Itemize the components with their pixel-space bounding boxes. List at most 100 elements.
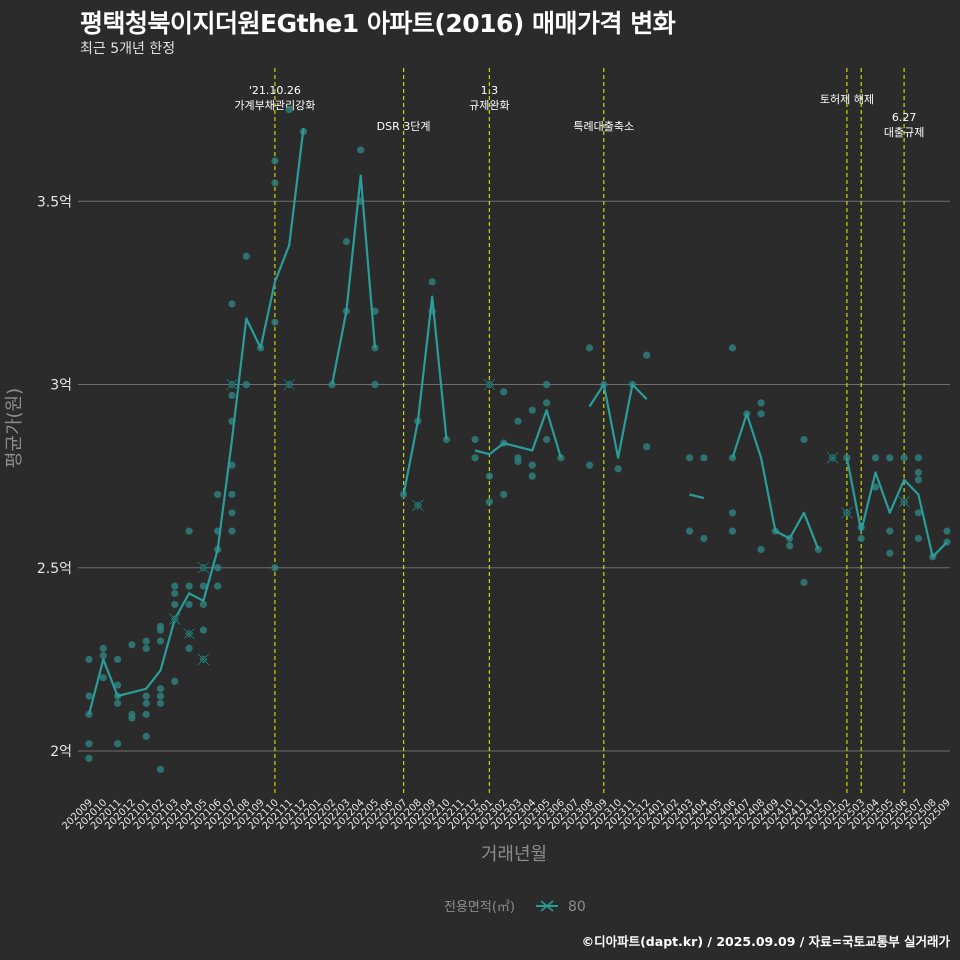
- series-line-segment: [845, 457, 948, 558]
- x-marker: [225, 378, 239, 391]
- transaction-point: [228, 391, 236, 400]
- x-marker-accent: [283, 378, 295, 391]
- transaction-point: [85, 692, 93, 700]
- event-annotation: 1.3 규제완화: [469, 84, 509, 112]
- transaction-point: [471, 435, 479, 444]
- transaction-point: [514, 457, 522, 466]
- event-annotation-line: 특례대출축소: [573, 120, 634, 133]
- transaction-point: [886, 549, 894, 557]
- transaction-point: [156, 692, 165, 700]
- transaction-point: [85, 754, 93, 762]
- x-marker: [840, 506, 853, 519]
- transaction-point: [557, 454, 565, 462]
- transaction-point: [914, 468, 923, 477]
- transaction-point: [342, 237, 350, 246]
- chart-subtitle: 최근 5개년 한정: [80, 41, 176, 57]
- transaction-point: [371, 380, 379, 389]
- transaction-point: [99, 644, 107, 653]
- transaction-point: [271, 564, 279, 572]
- transaction-point: [614, 465, 622, 473]
- transaction-point: [156, 685, 165, 693]
- transaction-point: [886, 454, 894, 462]
- grid-lines: [78, 200, 950, 752]
- y-axis-ticks: 2억 2.5억 3억 3.5억: [37, 194, 72, 760]
- transaction-point: [285, 106, 293, 114]
- transaction-point: [171, 582, 179, 590]
- transaction-point: [528, 406, 536, 414]
- transaction-point: [185, 582, 193, 590]
- transaction-point: [85, 740, 93, 748]
- transaction-point: [871, 454, 880, 462]
- y-axis-title: 평균가(원): [4, 388, 25, 468]
- transaction-point: [142, 699, 150, 707]
- x-marker-accent: [841, 507, 853, 519]
- transaction-point: [686, 527, 694, 535]
- event-annotation: DSR 3단계: [377, 120, 431, 133]
- transaction-point: [543, 399, 551, 407]
- transaction-point: [914, 509, 923, 517]
- transaction-point: [485, 472, 493, 480]
- transaction-point: [643, 443, 651, 451]
- series-line-segment: [402, 295, 448, 495]
- transaction-point: [142, 637, 150, 645]
- event-annotation: 특례대출축소: [573, 120, 634, 133]
- transaction-point: [914, 454, 923, 462]
- transaction-point: [99, 674, 107, 682]
- x-marker: [197, 653, 210, 666]
- x-marker: [898, 495, 911, 508]
- transaction-point: [800, 435, 808, 444]
- transaction-point: [757, 545, 765, 554]
- event-annotation: '21.10.26 가계부채관리강화: [234, 84, 315, 112]
- transaction-point: [357, 146, 365, 154]
- x-marker: [411, 499, 424, 512]
- x-marker-accent: [183, 627, 195, 640]
- transaction-point: [199, 600, 207, 609]
- transaction-point: [156, 637, 165, 645]
- transaction-point: [700, 534, 708, 543]
- transaction-point: [114, 681, 122, 689]
- transaction-point: [128, 714, 136, 722]
- x-marker-accent: [169, 613, 181, 625]
- x-markers: [168, 378, 911, 666]
- transaction-point: [242, 380, 250, 389]
- event-annotation-line: DSR 3단계: [377, 120, 431, 133]
- y-tick-label: 2억: [50, 744, 72, 760]
- x-marker-accent: [898, 496, 910, 508]
- transaction-point: [700, 454, 708, 462]
- event-annotation-line: 토허제 해제: [820, 92, 874, 106]
- transaction-point: [185, 600, 193, 609]
- transaction-point: [728, 454, 737, 462]
- transaction-point: [185, 527, 193, 535]
- x-marker: [183, 627, 196, 640]
- y-tick-label: 2.5억: [37, 561, 72, 577]
- transaction-point: [757, 410, 765, 418]
- transaction-point: [271, 157, 279, 165]
- transaction-point: [114, 655, 122, 663]
- event-annotation-line: 6.27: [892, 111, 917, 124]
- event-annotation: 6.27 대출규제: [884, 111, 924, 139]
- transaction-point: [428, 278, 436, 286]
- transaction-point: [585, 461, 594, 469]
- transaction-point: [543, 435, 551, 444]
- event-annotation-line: 가계부채관리강화: [234, 99, 315, 112]
- transaction-point: [228, 490, 236, 499]
- transaction-point: [528, 461, 536, 469]
- transaction-point: [185, 644, 193, 653]
- series-line-segment: [588, 383, 648, 459]
- legend-title: 전용면적(㎡): [444, 900, 515, 915]
- transaction-point: [142, 692, 150, 700]
- event-lines: [274, 68, 905, 795]
- event-annotation-line: 1.3: [481, 84, 499, 97]
- transaction-point: [142, 732, 150, 740]
- x-marker-accent: [412, 499, 424, 512]
- transaction-point: [528, 472, 536, 480]
- transaction-point: [943, 527, 951, 535]
- transaction-point: [543, 380, 551, 389]
- x-marker: [283, 378, 296, 391]
- transaction-point: [585, 344, 594, 352]
- transaction-point: [886, 527, 894, 535]
- transaction-point: [214, 582, 222, 590]
- transaction-point: [99, 652, 107, 660]
- transaction-point: [271, 179, 279, 187]
